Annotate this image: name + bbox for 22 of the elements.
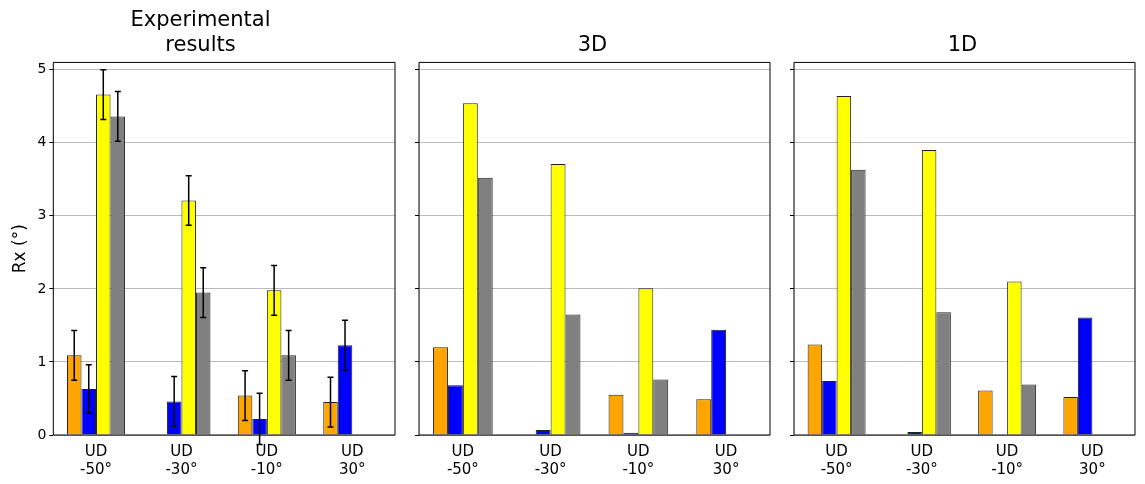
x-tick-label: UD -10° xyxy=(991,441,1024,478)
y-axis-title: Rx (°) xyxy=(8,224,29,274)
x-tick-label: UD -30° xyxy=(905,441,938,478)
x-tick-label: UD -30° xyxy=(534,441,567,478)
chart-title: 1D xyxy=(947,32,978,57)
x-tick-label: UD -30° xyxy=(165,441,198,478)
x-tick-label: UD 30° xyxy=(338,441,366,478)
y-tick-label: 0 xyxy=(37,425,47,442)
x-tick-label: UD -10° xyxy=(250,441,283,478)
y-tick-label: 5 xyxy=(37,60,47,77)
x-tick-label: UD 30° xyxy=(712,441,740,478)
y-tick-label: 1 xyxy=(37,352,47,369)
y-tick-label: 3 xyxy=(37,206,47,223)
chart-title: Experimental results xyxy=(130,7,271,57)
y-tick-label: 2 xyxy=(37,279,47,296)
x-tick-label: UD -10° xyxy=(622,441,655,478)
chart-title: 3D xyxy=(577,32,608,57)
x-tick-label: UD -50° xyxy=(446,441,479,478)
x-tick-label: UD 30° xyxy=(1079,441,1106,478)
x-tick-label: UD -50° xyxy=(80,441,113,478)
y-tick-label: 4 xyxy=(37,133,47,150)
x-tick-label: UD -50° xyxy=(820,441,853,478)
